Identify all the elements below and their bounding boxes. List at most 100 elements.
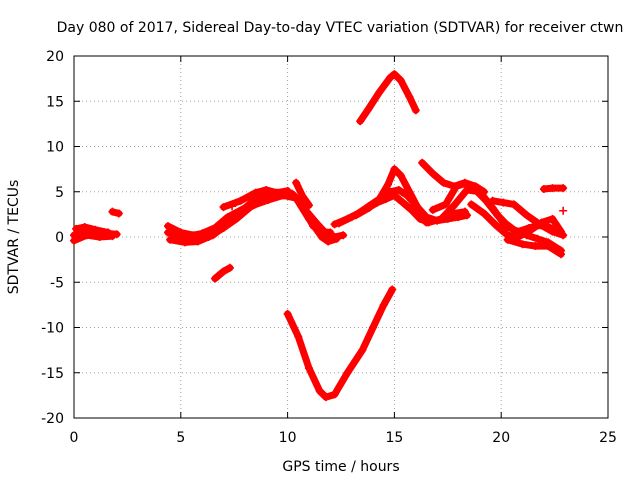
series-sat-h	[219, 185, 292, 212]
data-point	[225, 263, 234, 272]
data-point	[208, 231, 217, 240]
data-point	[339, 231, 348, 240]
data-point	[114, 209, 123, 218]
data-point	[383, 180, 392, 189]
data-point	[223, 219, 232, 228]
data-point	[557, 250, 566, 259]
data-point	[450, 209, 459, 218]
axis-ticks: 0 5 10 15 20 25 -20 -15 -10 -5 0 5 10 15 20	[41, 49, 617, 446]
data-point	[418, 158, 427, 167]
data-point	[559, 231, 568, 240]
data-point	[428, 169, 437, 178]
data-point	[219, 203, 228, 212]
series-sat-o	[356, 70, 420, 126]
series-sat-b	[70, 231, 117, 245]
data-point	[390, 191, 399, 200]
data-point	[375, 88, 384, 97]
data-point	[452, 182, 461, 191]
data-point	[251, 200, 260, 209]
data-point	[292, 194, 301, 203]
data-point	[475, 187, 484, 196]
data-point	[80, 223, 89, 232]
series-sat-x	[228, 202, 237, 211]
x-tick-label: 0	[70, 430, 79, 446]
data-point	[210, 274, 219, 283]
data-point	[343, 368, 352, 377]
y-axis-label: SDTVAR / TECUs	[6, 180, 22, 295]
data-point	[388, 285, 397, 294]
data-point	[283, 309, 292, 318]
data-point	[390, 165, 399, 174]
data-point	[304, 364, 313, 373]
x-tick-label: 25	[599, 430, 617, 446]
series-sat-u	[503, 235, 566, 259]
data-point	[467, 200, 476, 209]
data-point	[181, 238, 190, 247]
data-point	[264, 195, 273, 204]
data-point	[70, 236, 78, 245]
data-point	[544, 242, 553, 251]
data-point	[364, 104, 373, 113]
data-point	[351, 211, 360, 220]
data-point	[548, 227, 557, 236]
data-point	[251, 188, 260, 197]
data-point	[510, 200, 519, 209]
series-band	[356, 70, 420, 125]
data-point	[460, 207, 469, 216]
data-point	[437, 214, 446, 223]
data-point	[166, 235, 175, 244]
data-point	[480, 209, 489, 218]
data-point	[193, 237, 202, 246]
data-point	[405, 187, 414, 196]
series-band	[211, 264, 234, 283]
data-point	[398, 198, 407, 207]
data-point	[396, 171, 405, 180]
data-point	[559, 184, 568, 193]
data-point	[413, 204, 422, 213]
data-point	[390, 70, 399, 79]
series-sat-g	[166, 191, 341, 247]
y-tick-label: 20	[46, 49, 64, 65]
data-point	[407, 205, 416, 214]
data-point	[535, 220, 544, 229]
data-point	[369, 323, 378, 332]
data-point	[460, 179, 469, 188]
data-point	[91, 225, 100, 234]
data-point	[330, 390, 339, 399]
data-point	[488, 196, 497, 205]
data-point	[104, 228, 113, 237]
y-tick-label: 0	[55, 230, 64, 246]
data-point	[304, 214, 313, 223]
series-sat-j	[283, 285, 397, 402]
data-point	[332, 234, 341, 243]
y-tick-label: 5	[55, 185, 64, 201]
series-sat-v	[539, 184, 568, 194]
data-point	[428, 205, 437, 214]
data-point	[236, 207, 245, 216]
data-point	[441, 200, 450, 209]
data-point	[236, 196, 245, 205]
data-point	[527, 225, 536, 234]
data-point	[72, 224, 81, 233]
data-point	[219, 267, 228, 276]
series-sat-w	[559, 206, 568, 215]
y-tick-label: 10	[46, 140, 64, 156]
data-point	[294, 332, 303, 341]
data-point	[522, 211, 531, 220]
data-point	[322, 393, 331, 402]
y-tick-label: -5	[50, 275, 64, 291]
series-sat-n	[351, 165, 431, 227]
data-point	[488, 204, 497, 213]
y-tick-label: -10	[41, 321, 64, 337]
series-sat-i	[210, 263, 234, 283]
data-point	[364, 204, 373, 213]
x-tick-label: 10	[279, 430, 297, 446]
data-point	[463, 185, 472, 194]
data-point	[548, 184, 557, 193]
data-point	[283, 186, 292, 195]
series-band	[166, 191, 341, 246]
data-point	[228, 202, 237, 211]
data-layer	[70, 70, 568, 402]
